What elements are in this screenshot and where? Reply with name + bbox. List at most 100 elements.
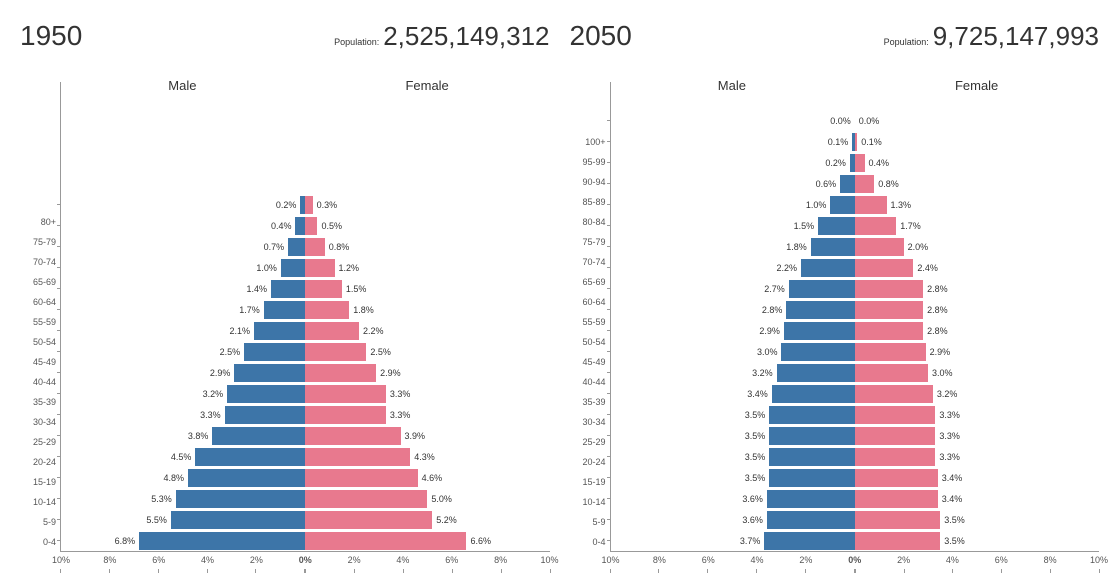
bar-female: 0.1% <box>855 133 857 151</box>
bar-female: 2.2% <box>305 322 359 340</box>
y-tick-label: 95-99 <box>582 152 605 172</box>
bar-female: 4.3% <box>305 448 410 466</box>
bar-half-female: 2.4% <box>855 258 1099 278</box>
value-label-male: 2.9% <box>759 326 784 336</box>
value-label-male: 2.5% <box>220 347 245 357</box>
bar-male: 5.3% <box>176 490 305 508</box>
value-label-female: 1.2% <box>335 263 360 273</box>
bar-female: 3.2% <box>855 385 933 403</box>
bar-row: 2.8%2.8% <box>611 300 1100 320</box>
value-label-female: 3.3% <box>386 410 411 420</box>
value-label-female: 2.8% <box>923 326 948 336</box>
value-label-male: 1.8% <box>786 242 811 252</box>
bar-half-male: 4.8% <box>61 468 305 488</box>
bar-half-female: 0.5% <box>305 216 549 236</box>
bar-half-female: 3.3% <box>305 405 549 425</box>
x-tick-mark <box>158 569 159 573</box>
value-label-female: 1.8% <box>349 305 374 315</box>
bar-row: 0.4%0.5% <box>61 216 550 236</box>
bar-half-male: 1.7% <box>61 300 305 320</box>
bar-male: 6.8% <box>139 532 305 550</box>
bar-male: 3.5% <box>769 448 854 466</box>
bar-half-male: 0.7% <box>61 237 305 257</box>
x-axis-left: 2%4%6%8%10% <box>61 553 305 569</box>
bar-male: 3.7% <box>764 532 854 550</box>
bar-half-female: 3.3% <box>855 405 1099 425</box>
bar-female: 1.5% <box>305 280 342 298</box>
bar-female: 1.7% <box>855 217 897 235</box>
y-tick-label: 20-24 <box>33 452 56 472</box>
bar-row: 0.0%0.0% <box>611 111 1100 131</box>
bar-half-male: 3.4% <box>611 384 855 404</box>
x-tick-label: 6% <box>702 555 715 565</box>
bar-half-female: 3.2% <box>855 384 1099 404</box>
bar-half-male: 5.5% <box>61 510 305 530</box>
bar-female: 3.4% <box>855 469 938 487</box>
bar-male: 1.0% <box>830 196 854 214</box>
value-label-female: 3.4% <box>938 473 963 483</box>
bar-half-male: 3.5% <box>611 405 855 425</box>
pyramid-panel-2050: 2050Population:9,725,147,993MaleFemale0-… <box>570 20 1100 552</box>
x-tick-label: 4% <box>751 555 764 565</box>
population-label: Population: <box>334 37 379 47</box>
y-tick-label: 15-19 <box>33 472 56 492</box>
bar-half-female: 4.3% <box>305 447 549 467</box>
value-label-male: 5.3% <box>151 494 176 504</box>
y-tick-label: 60-64 <box>582 292 605 312</box>
bar-male: 1.5% <box>818 217 855 235</box>
value-label-female: 3.4% <box>938 494 963 504</box>
bar-half-female: 1.5% <box>305 279 549 299</box>
value-label-female: 1.3% <box>887 200 912 210</box>
value-label-male: 2.9% <box>210 368 235 378</box>
y-tick-label: 10-14 <box>582 492 605 512</box>
value-label-male: 4.8% <box>164 473 189 483</box>
y-tick-label: 90-94 <box>582 172 605 192</box>
value-label-male: 3.0% <box>757 347 782 357</box>
y-axis: 0-45-910-1415-1920-2425-2930-3435-3940-4… <box>20 82 60 552</box>
bar-half-male: 6.8% <box>61 531 305 551</box>
pyramids-container: 1950Population:2,525,149,312MaleFemale0-… <box>20 20 1099 552</box>
value-label-male: 2.8% <box>762 305 787 315</box>
x-axis-left: 2%4%6%8%10% <box>611 553 855 569</box>
y-tick-label: 65-69 <box>582 272 605 292</box>
bar-half-male: 0.2% <box>61 195 305 215</box>
bar-female: 1.2% <box>305 259 334 277</box>
x-axis-right: 0%2%4%6%8%10% <box>855 553 1099 569</box>
bar-male: 2.1% <box>254 322 305 340</box>
bar-male: 1.7% <box>264 301 306 319</box>
x-tick-label: 2% <box>348 555 361 565</box>
bar-half-male: 0.4% <box>61 216 305 236</box>
value-label-male: 3.5% <box>745 452 770 462</box>
bar-half-female: 1.2% <box>305 258 549 278</box>
bar-male: 1.8% <box>811 238 855 256</box>
value-label-female: 2.2% <box>359 326 384 336</box>
value-label-male: 3.6% <box>742 494 767 504</box>
x-tick-label: 4% <box>396 555 409 565</box>
bar-female: 3.3% <box>855 448 936 466</box>
x-tick-mark <box>207 569 208 573</box>
bar-male: 1.4% <box>271 280 305 298</box>
bar-half-female: 0.1% <box>855 132 1099 152</box>
bar-row: 3.7%3.5% <box>611 531 1100 551</box>
bar-row: 2.9% 2.8% <box>611 321 1100 341</box>
bars-stack: 3.7%3.5%3.6%3.5%3.6%3.4%3.5%3.4%3.5%3.3%… <box>611 110 1100 551</box>
value-label-female: 5.0% <box>427 494 452 504</box>
bar-female: 5.0% <box>305 490 427 508</box>
value-label-female: 0.4% <box>865 158 890 168</box>
bar-male: 3.3% <box>225 406 306 424</box>
bar-half-female: 3.3% <box>855 426 1099 446</box>
value-label-male: 0.2% <box>825 158 850 168</box>
bar-half-female: 2.0% <box>855 237 1099 257</box>
bar-female: 2.4% <box>855 259 914 277</box>
value-label-female: 2.9% <box>376 368 401 378</box>
bar-row: 2.5%2.5% <box>61 342 550 362</box>
x-tick-mark <box>550 569 551 573</box>
bar-male: 3.6% <box>767 490 855 508</box>
x-tick-mark <box>403 569 404 573</box>
plot-area: 3.7%3.5%3.6%3.5%3.6%3.4%3.5%3.4%3.5%3.3%… <box>610 82 1100 552</box>
bar-row: 6.8%6.6% <box>61 531 550 551</box>
plot-area: 6.8%6.6%5.5%5.2%5.3%5.0%4.8%4.6%4.5%4.3%… <box>60 82 550 552</box>
x-tick-label: 0% <box>299 555 312 565</box>
value-label-female: 1.5% <box>342 284 367 294</box>
y-tick-label: 80-84 <box>582 212 605 232</box>
